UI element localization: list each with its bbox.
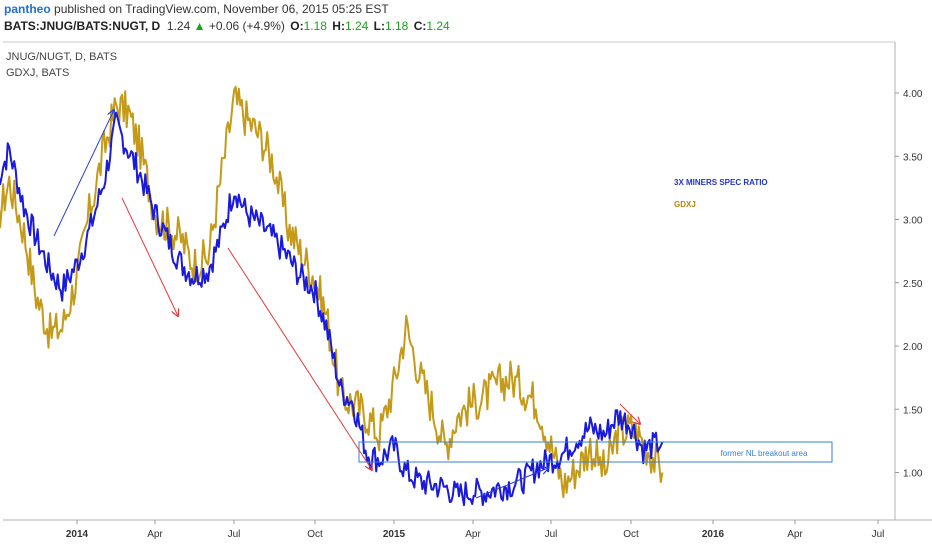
up-arrow-icon: ▲	[193, 19, 206, 33]
trend-arrow-down-2014a	[121, 197, 178, 316]
x-tick-label: Apr	[787, 529, 803, 540]
legend-main: JNUG/NUGT, D, BATS	[6, 51, 117, 63]
trend-arrow-down-2015	[619, 403, 640, 424]
x-tick-label: Jul	[872, 529, 885, 540]
x-tick-label: Jul	[228, 529, 241, 540]
low-value: 1.18	[384, 19, 409, 33]
x-tick-label: 2014	[66, 529, 89, 540]
trend-arrow-up-2013	[53, 110, 114, 237]
x-tick-label: Oct	[307, 529, 323, 540]
close-value: 1.24	[426, 19, 450, 33]
last-price: 1.24	[166, 19, 191, 33]
x-tick-label: 2016	[702, 529, 725, 540]
low-label: L:	[373, 19, 385, 33]
legend-overlay: GDXJ, BATS	[6, 67, 69, 79]
breakout-area-box	[358, 441, 833, 463]
y-tick-label: 3.50	[903, 152, 923, 163]
x-tick-label: 2015	[383, 529, 406, 540]
published-text: published on TradingView.com, November 0…	[54, 2, 389, 16]
y-tick-label: 4.00	[903, 89, 923, 100]
close-label: C:	[413, 19, 427, 33]
x-tick-label: Apr	[147, 529, 163, 540]
change-value: +0.06 (+4.9%)	[208, 19, 285, 33]
y-tick-label: 1.50	[903, 405, 923, 416]
gdxj-annotation: GDXJ	[674, 200, 696, 209]
gdxj-series-line	[0, 85, 664, 499]
breakout-area-label: former NL breakout area	[721, 449, 808, 458]
y-tick-label: 3.00	[903, 216, 923, 227]
open-value: 1.18	[303, 19, 327, 33]
trend-arrow-up-2015	[475, 468, 548, 499]
ohlc-bar: BATS:JNUG/BATS:NUGT, D 1.24 ▲ +0.06 (+4.…	[4, 19, 450, 33]
ratio-annotation: 3X MINERS SPEC RATIO	[674, 178, 768, 187]
symbol-label: BATS:JNUG/BATS:NUGT, D	[4, 19, 161, 33]
trend-arrow-down-2014b	[227, 247, 372, 470]
price-axis: 4.00 3.50 3.00 2.50 2.00 1.50 1.00	[895, 89, 923, 480]
ratio-series-line	[0, 111, 664, 507]
open-label: O:	[290, 19, 304, 33]
x-tick-label: Apr	[465, 529, 481, 540]
x-tick-label: Jul	[545, 529, 558, 540]
y-tick-label: 2.00	[903, 342, 923, 353]
y-tick-label: 2.50	[903, 279, 923, 290]
high-value: 1.24	[344, 19, 369, 33]
time-axis: 2014 Apr Jul Oct 2015 Apr Jul Oct 2016 Apr Jul	[66, 520, 885, 540]
high-label: H:	[332, 19, 345, 33]
x-tick-label: Oct	[623, 529, 639, 540]
y-tick-label: 1.00	[903, 469, 923, 480]
publish-info: pantheo published on TradingView.com, No…	[4, 2, 389, 16]
author-name[interactable]: pantheo	[4, 2, 51, 16]
